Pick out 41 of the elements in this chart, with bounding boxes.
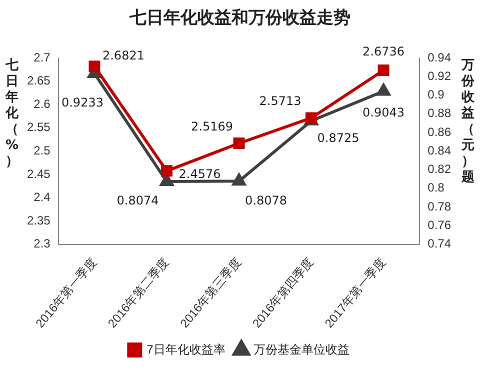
- y-tick-label: 2.45: [26, 166, 51, 181]
- data-label: 0.8725: [317, 131, 360, 146]
- y2-tick-label: 0.74: [428, 236, 452, 251]
- data-label: 0.8074: [116, 194, 159, 208]
- y2-tick-label: 0.94: [428, 50, 452, 64]
- data-label: 0.8078: [245, 193, 287, 208]
- y-tick-label: 2.65: [26, 74, 51, 88]
- y2-tick-label: 0.82: [428, 162, 452, 176]
- y-tick-label: 2.4: [34, 190, 51, 204]
- data-label: 2.6736: [362, 44, 405, 58]
- y2-axis-title: 万份收益（元）题: [460, 58, 476, 186]
- data-label: 0.9043: [362, 105, 405, 120]
- y2-tick-label: 0.88: [428, 106, 452, 120]
- data-label: 2.4576: [178, 167, 221, 182]
- y-tick-label: 2.7: [34, 50, 51, 64]
- data-label: 2.5713: [259, 94, 302, 108]
- y2-tick-label: 0.76: [428, 218, 452, 232]
- point: [161, 165, 172, 177]
- y2-tick-label: 0.9: [428, 88, 445, 102]
- y-tick-label: 2.5: [34, 143, 51, 158]
- legend-label: 7日年化收益率: [146, 342, 226, 356]
- data-label: 2.6821: [102, 48, 144, 62]
- point: [376, 84, 390, 96]
- point: [232, 174, 246, 186]
- data-label: 2.5169: [191, 119, 233, 134]
- y-axis-title: 七日年化（%）: [4, 58, 20, 170]
- point: [88, 60, 100, 72]
- point: [233, 138, 245, 150]
- y2-tick-label: 0.8: [428, 180, 445, 195]
- y2-tick-label: 0.86: [428, 124, 452, 139]
- legend-label: 万份基金单位收益: [253, 342, 350, 356]
- point: [378, 64, 390, 76]
- data-label: 0.9233: [61, 96, 104, 110]
- y-tick-label: 2.55: [26, 120, 51, 134]
- chart-title: 七日年化收益和万份收益走势: [128, 7, 352, 29]
- y-tick-label: 2.35: [26, 213, 51, 228]
- y-tick-label: 2.6: [34, 96, 51, 111]
- y2-tick-label: 0.78: [428, 199, 452, 214]
- y2-tick-label: 0.92: [428, 68, 452, 83]
- y2-tick-label: 0.84: [428, 143, 452, 158]
- y-tick-label: 2.3: [34, 236, 51, 251]
